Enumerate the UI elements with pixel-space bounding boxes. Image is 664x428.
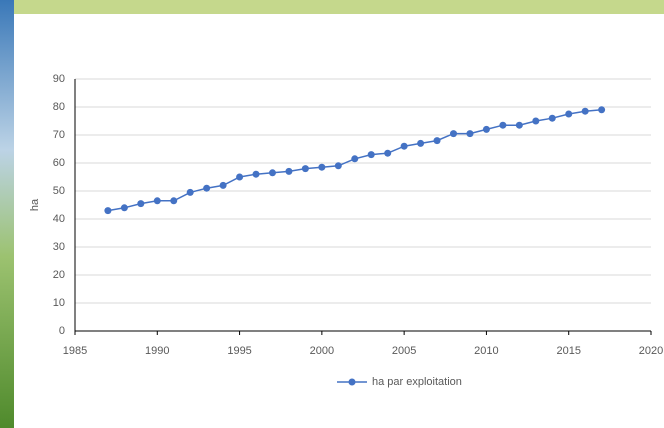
x-tick-label: 2015 [556,345,580,357]
point [203,184,211,192]
x-tick-label: 2020 [639,345,663,357]
y-tick-label: 80 [53,101,65,113]
y-tick-label: 70 [53,129,65,141]
point [565,110,573,118]
y-axis-label: ha [29,198,41,211]
point [581,107,589,115]
point [252,170,260,178]
point [384,149,392,157]
legend-label: ha par exploitation [372,376,462,388]
point [186,188,194,196]
point [400,142,408,150]
y-tick-label: 50 [53,185,65,197]
y-tick-label: 60 [53,157,65,169]
point [334,162,342,170]
point [598,106,606,114]
point [219,181,227,189]
y-tick-label: 30 [53,241,65,253]
point [268,169,276,177]
y-tick-label: 20 [53,269,65,281]
side-image [0,0,14,428]
point [236,173,244,181]
point [153,197,161,205]
point [120,204,128,212]
point [417,139,425,147]
header-bar [14,0,664,14]
x-tick-label: 1985 [63,345,87,357]
x-tick-label: 2000 [310,345,334,357]
point [285,167,293,175]
x-tick-label: 1995 [227,345,251,357]
point [532,117,540,125]
point [548,114,556,122]
point [137,200,145,208]
point [351,155,359,163]
point [482,125,490,133]
y-tick-label: 90 [53,73,65,85]
point [433,137,441,145]
point [450,130,458,138]
point [466,130,474,138]
legend-marker [348,378,356,386]
point [104,207,112,215]
y-tick-label: 0 [59,325,65,337]
y-tick-label: 40 [53,213,65,225]
x-tick-label: 2005 [392,345,416,357]
x-tick-label: 2010 [474,345,498,357]
x-tick-label: 1990 [145,345,169,357]
point [301,165,309,173]
point [499,121,507,129]
point [515,121,523,129]
point [318,163,326,171]
point [170,197,178,205]
point [367,151,375,159]
y-tick-label: 10 [53,297,65,309]
